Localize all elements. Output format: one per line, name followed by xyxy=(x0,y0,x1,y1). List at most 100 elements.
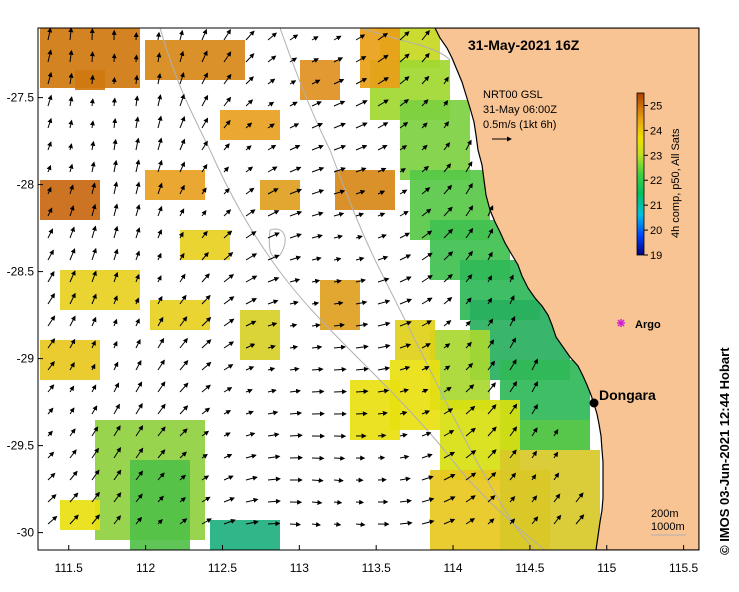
current-arrow xyxy=(333,499,343,505)
current-arrow xyxy=(267,366,276,372)
current-arrow xyxy=(333,278,342,284)
current-arrow xyxy=(135,381,143,393)
current-arrow xyxy=(245,320,257,327)
current-arrow xyxy=(201,294,211,305)
current-arrow xyxy=(399,454,410,460)
current-arrow xyxy=(113,447,122,459)
isobath-shelf xyxy=(359,28,451,61)
current-arrow xyxy=(443,251,454,261)
current-arrow xyxy=(68,163,74,173)
current-arrow xyxy=(487,251,493,261)
sst-patch xyxy=(150,300,210,330)
current-arrow xyxy=(289,323,298,328)
current-arrow xyxy=(509,295,515,305)
current-arrow xyxy=(201,230,208,239)
place-markers: Dongara Argo xyxy=(589,319,661,408)
current-arrow xyxy=(355,235,363,240)
current-arrow xyxy=(399,76,410,85)
current-arrow xyxy=(113,203,119,217)
current-arrow xyxy=(333,78,345,85)
current-arrow xyxy=(69,470,78,481)
current-arrow xyxy=(399,168,406,173)
current-arrow xyxy=(223,209,232,217)
current-arrow xyxy=(135,181,141,195)
current-legend: NRT00 GSL 31-May 06:00Z 0.5m/s (1kt 6h) xyxy=(483,89,557,142)
current-arrow xyxy=(487,339,495,349)
current-arrow xyxy=(223,475,234,481)
current-arrow xyxy=(113,225,119,239)
current-arrow xyxy=(421,75,430,85)
current-arrow xyxy=(157,359,165,371)
current-arrow xyxy=(421,274,433,283)
current-arrow xyxy=(333,189,346,195)
current-arrow xyxy=(201,430,210,437)
current-arrow xyxy=(223,51,232,63)
current-arrow xyxy=(245,497,259,503)
current-arrow xyxy=(333,256,342,262)
current-arrow xyxy=(157,403,166,415)
current-arrow xyxy=(113,492,122,503)
current-arrow xyxy=(443,343,451,349)
current-arrow xyxy=(201,163,208,173)
current-arrow xyxy=(245,53,255,63)
current-arrow xyxy=(68,143,73,151)
current-arrow xyxy=(465,518,476,525)
current-arrow xyxy=(487,382,496,393)
current-arrow xyxy=(465,250,473,261)
current-arrow xyxy=(487,318,494,327)
current-arrow xyxy=(179,50,185,63)
current-arrow xyxy=(113,271,119,283)
current-arrow xyxy=(157,94,163,107)
current-arrow xyxy=(333,477,344,483)
current-arrow xyxy=(47,117,53,129)
current-arrow xyxy=(201,251,209,261)
current-arrow xyxy=(509,403,518,415)
current-arrow xyxy=(245,275,258,283)
current-arrow xyxy=(91,384,97,393)
current-arrow xyxy=(135,425,144,437)
current-arrow xyxy=(355,100,368,107)
current-arrow xyxy=(465,362,474,371)
current-arrow xyxy=(47,361,55,371)
current-arrow xyxy=(377,299,391,305)
y-tick-label: -27.5 xyxy=(7,91,35,105)
depth-legend: 200m 1000m xyxy=(651,508,686,536)
current-arrow xyxy=(133,74,139,85)
current-arrow xyxy=(443,121,449,129)
current-arrow xyxy=(135,250,141,261)
current-arrow xyxy=(465,384,475,393)
current-arrow xyxy=(399,189,408,195)
current-arrow xyxy=(179,360,189,371)
current-arrow xyxy=(113,248,119,261)
current-arrow xyxy=(135,447,144,459)
current-arrow xyxy=(113,361,119,371)
current-arrow xyxy=(377,122,389,129)
current-arrow xyxy=(399,254,412,261)
current-arrow xyxy=(267,166,278,173)
current-arrow xyxy=(355,56,367,63)
current-arrow xyxy=(443,206,453,217)
current-arrow xyxy=(157,182,163,195)
current-arrow xyxy=(267,299,279,305)
plot-frame xyxy=(37,27,700,551)
current-arrow xyxy=(355,144,368,151)
current-arrow xyxy=(201,28,208,41)
current-arrow xyxy=(179,497,186,503)
current-arrow xyxy=(179,294,187,305)
current-arrow xyxy=(223,166,229,173)
current-arrow xyxy=(201,496,211,503)
current-arrow xyxy=(157,115,163,129)
current-arrow xyxy=(69,428,76,437)
current-arrow xyxy=(399,31,410,41)
current-arrow xyxy=(355,411,368,417)
current-arrow xyxy=(91,426,99,437)
current-arrow xyxy=(311,144,324,151)
current-arrow xyxy=(157,229,163,239)
x-tick-label: 112.5 xyxy=(208,561,237,575)
current-arrow xyxy=(245,76,254,85)
current-arrow xyxy=(157,495,164,503)
current-arrow xyxy=(69,270,76,283)
current-arrow xyxy=(399,145,408,151)
current-arrow xyxy=(47,94,53,107)
sst-patch xyxy=(350,380,400,440)
